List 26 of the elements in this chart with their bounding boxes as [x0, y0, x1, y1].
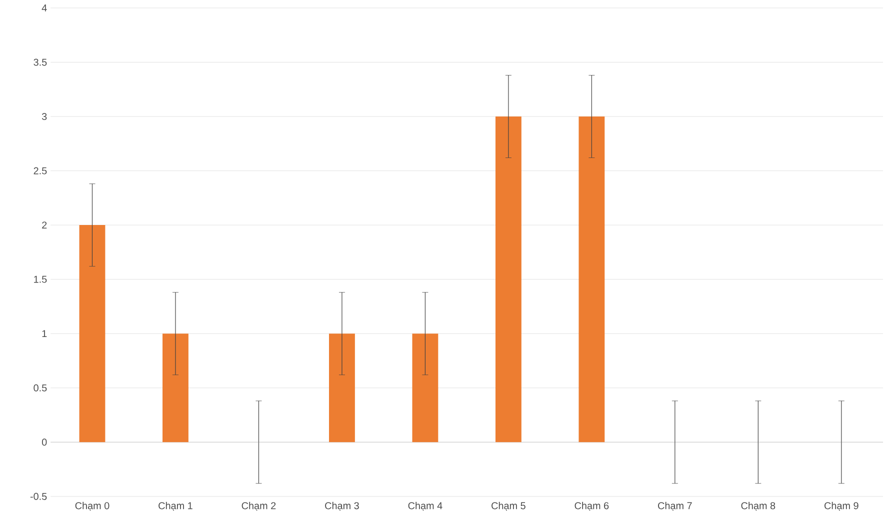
- y-tick-label: 0: [42, 438, 47, 446]
- x-tick-label: Chạm 3: [325, 502, 359, 510]
- y-tick-label: -0.5: [30, 492, 47, 500]
- x-tick-label: Chạm 4: [408, 502, 442, 510]
- bar: [412, 333, 438, 442]
- x-tick-label: Chạm 2: [242, 502, 276, 510]
- x-tick-label: Chạm 5: [492, 502, 526, 510]
- x-tick-label: Chạm 7: [658, 502, 692, 510]
- y-tick-label: 4: [42, 4, 47, 12]
- x-tick-label: Chạm 9: [824, 502, 858, 510]
- y-tick-label: 2: [42, 221, 47, 228]
- x-tick-label: Chạm 1: [158, 502, 192, 510]
- y-tick-label: 2.5: [34, 167, 47, 174]
- bar: [329, 333, 355, 442]
- y-tick-label: 1: [42, 330, 47, 337]
- bar: [495, 116, 522, 442]
- bar: [79, 224, 106, 442]
- x-tick-label: Chạm 0: [75, 502, 110, 510]
- bar: [578, 116, 605, 442]
- y-tick-label: 3: [42, 112, 47, 120]
- x-tick-label: Chạm 6: [574, 502, 609, 510]
- y-tick-label: 0.5: [34, 384, 47, 392]
- x-tick-label: Chạm 8: [741, 502, 776, 510]
- bar: [162, 333, 188, 442]
- y-tick-label: 1.5: [34, 276, 47, 283]
- y-tick-label: 3.5: [34, 58, 47, 66]
